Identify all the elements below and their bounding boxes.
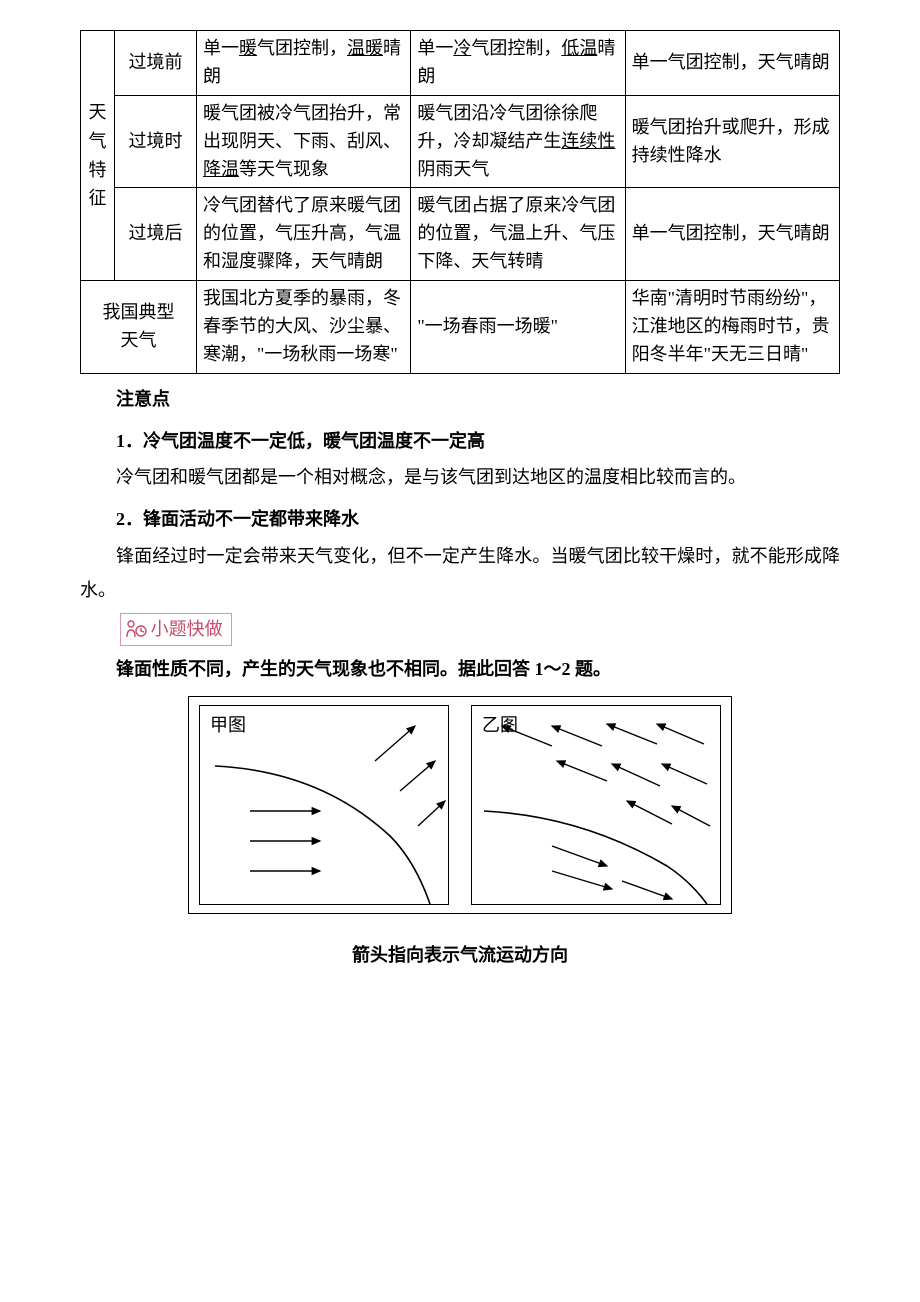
- notes-heading: 注意点: [80, 382, 840, 416]
- figure-container: 甲图 乙图: [80, 696, 840, 914]
- cell: 暖气团占据了原来冷气团的位置，气温上升、气压下降、天气转晴: [411, 188, 625, 281]
- row-label-typical: 我国典型天气: [81, 281, 197, 374]
- figure-caption: 箭头指向表示气流运动方向: [80, 942, 840, 969]
- note1-body: 冷气团和暖气团都是一个相对概念，是与该气团到达地区的温度相比较而言的。: [80, 460, 840, 494]
- weather-table: 天气特征过境前单一暖气团控制，温暖晴朗单一冷气团控制，低温晴朗单一气团控制，天气…: [80, 30, 840, 374]
- person-clock-icon: [125, 619, 147, 639]
- cell: 冷气团替代了原来暖气团的位置，气压升高，气温和湿度骤降，天气晴朗: [197, 188, 411, 281]
- cell: 我国北方夏季的暴雨，冬春季节的大风、沙尘暴、寒潮，"一场秋雨一场寒": [197, 281, 411, 374]
- phase-cell: 过境前: [115, 31, 197, 96]
- cell: 华南"清明时节雨纷纷"，江淮地区的梅雨时节，贵阳冬半年"天无三日晴": [625, 281, 839, 374]
- question-intro: 锋面性质不同，产生的天气现象也不相同。据此回答 1～2 题。: [80, 652, 840, 686]
- note1-title: 1．冷气团温度不一定低，暖气团温度不一定高: [80, 424, 840, 458]
- panel-a-label: 甲图: [210, 712, 246, 739]
- cell: 单一气团控制，天气晴朗: [625, 31, 839, 96]
- row-group-weather: 天气特征: [81, 31, 115, 281]
- badge-text: 小题快做: [151, 616, 223, 643]
- cell: "一场春雨一场暖": [411, 281, 625, 374]
- cell: 暖气团沿冷气团徐徐爬升，冷却凝结产生连续性阴雨天气: [411, 95, 625, 188]
- quick-questions-badge: 小题快做: [120, 613, 232, 646]
- note2-body: 锋面经过时一定会带来天气变化，但不一定产生降水。当暖气团比较干燥时，就不能形成降…: [80, 539, 840, 607]
- note2-title: 2．锋面活动不一定都带来降水: [80, 502, 840, 536]
- cell: 暖气团被冷气团抬升，常出现阴天、下雨、刮风、降温等天气现象: [197, 95, 411, 188]
- phase-cell: 过境后: [115, 188, 197, 281]
- cell: 单一暖气团控制，温暖晴朗: [197, 31, 411, 96]
- cell: 单一冷气团控制，低温晴朗: [411, 31, 625, 96]
- panel-b-label: 乙图: [482, 712, 518, 739]
- figure-panel-b: 乙图: [471, 705, 721, 905]
- phase-cell: 过境时: [115, 95, 197, 188]
- cell: 暖气团抬升或爬升，形成持续性降水: [625, 95, 839, 188]
- figure-panel-a: 甲图: [199, 705, 449, 905]
- cell: 单一气团控制，天气晴朗: [625, 188, 839, 281]
